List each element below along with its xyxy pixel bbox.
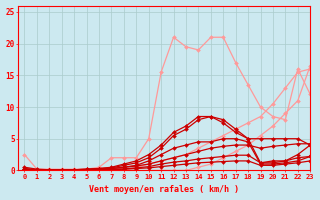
X-axis label: Vent moyen/en rafales ( km/h ): Vent moyen/en rafales ( km/h ): [89, 185, 239, 194]
